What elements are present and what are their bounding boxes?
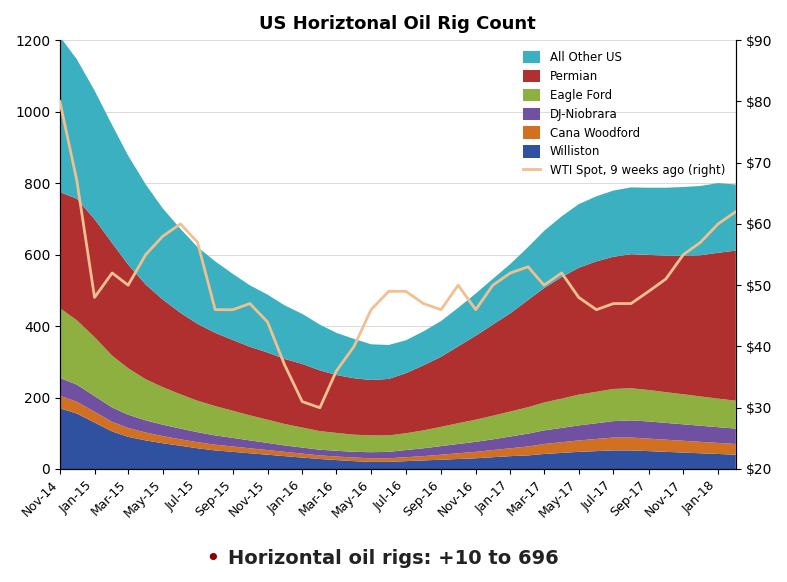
Text: •: • — [205, 546, 220, 571]
Legend: All Other US, Permian, Eagle Ford, DJ-Niobrara, Cana Woodford, Williston, WTI Sp: All Other US, Permian, Eagle Ford, DJ-Ni… — [518, 46, 730, 182]
Title: US Horiztonal Oil Rig Count: US Horiztonal Oil Rig Count — [260, 15, 536, 33]
Text: Horizontal oil rigs: +10 to 696: Horizontal oil rigs: +10 to 696 — [228, 549, 559, 568]
